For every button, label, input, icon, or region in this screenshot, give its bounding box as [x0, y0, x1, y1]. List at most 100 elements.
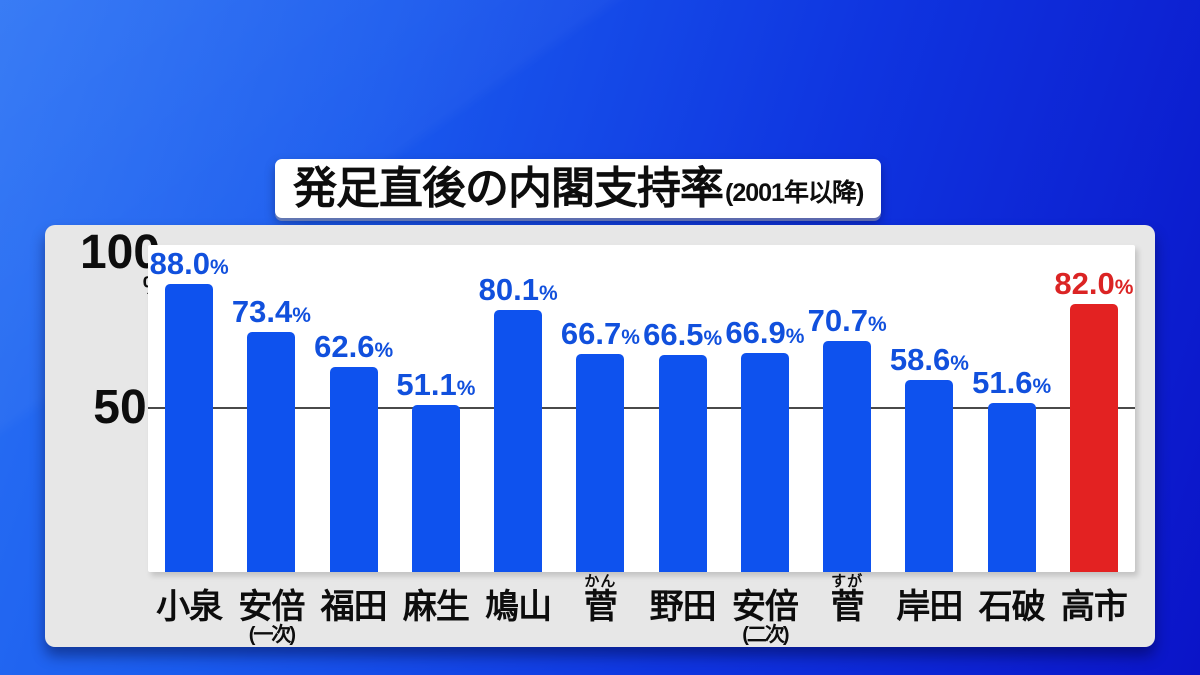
x-axis-label-cell: 石破 — [971, 572, 1053, 647]
bar — [494, 310, 543, 572]
x-axis-label-cell: かん菅 — [559, 572, 641, 647]
x-label-name: 石破 — [978, 588, 1046, 626]
bar — [740, 353, 789, 572]
x-label-name: 安倍 — [731, 588, 799, 626]
bar — [576, 354, 625, 572]
bar — [247, 332, 296, 572]
bar-column: 66.7% — [559, 245, 641, 572]
x-axis-label-cell: 麻生 — [395, 572, 477, 647]
bar-value-label: 88.0% — [150, 248, 229, 279]
y-axis-tick-50: 50 — [93, 381, 147, 434]
bar-column: 66.9% — [724, 245, 806, 572]
bar-value-number: 70.7 — [807, 303, 868, 338]
x-axis-label-cell: 安倍 (二次) — [724, 572, 806, 647]
x-axis-label-cell: 安倍 (一次) — [230, 572, 312, 647]
bar-value-number: 80.1 — [478, 272, 539, 307]
bar-value-number: 82.0 — [1054, 266, 1115, 301]
bar-value-percent-sign: % — [292, 304, 311, 327]
x-label-name: 安倍 — [238, 588, 305, 626]
x-label-note — [187, 625, 191, 646]
bar-value-label: 51.1% — [396, 369, 475, 400]
x-label-note — [434, 625, 438, 646]
bar-column: 73.4% — [230, 245, 312, 572]
bar-value-percent-sign: % — [867, 313, 887, 336]
bar-value-number: 51.6 — [972, 365, 1033, 400]
x-label-note — [845, 625, 849, 646]
x-axis-label-cell: 小泉 — [148, 572, 230, 647]
bar-value-label: 70.7% — [808, 305, 887, 336]
bar-value-label: 66.9% — [725, 317, 804, 348]
y-axis-tick-100-value: 100 — [79, 226, 161, 279]
bar-value-percent-sign: % — [703, 327, 723, 350]
x-label-note — [599, 625, 603, 646]
x-label-note — [928, 625, 932, 646]
x-axis-label-cell: すが菅 — [806, 572, 888, 647]
chart-title-note: (2001年以降) — [725, 179, 864, 207]
bar — [658, 355, 707, 572]
x-label-name: 野田 — [649, 588, 717, 626]
bar-column: 66.5% — [642, 245, 724, 572]
bars-container: 88.0% 73.4% 62.6% 51.1% 80.1% 66.7% 66.5% 66.9%… — [148, 245, 1135, 572]
bar — [905, 380, 954, 572]
x-label-furigana: かん — [584, 573, 617, 590]
gridline-50-percent — [148, 407, 1135, 409]
bar-column: 80.1% — [477, 245, 559, 572]
x-label-name: 岸田 — [896, 588, 963, 626]
bar-value-number: 58.6 — [889, 342, 951, 377]
bar-column: 51.1% — [395, 245, 477, 572]
bar-value-label: 62.6% — [314, 331, 393, 362]
bar-value-number: 51.1 — [396, 367, 457, 402]
bar-value-percent-sign: % — [374, 339, 394, 362]
bar-value-label: 66.5% — [643, 319, 722, 350]
bar-value-label: 73.4% — [232, 296, 311, 327]
x-label-furigana: すが — [831, 573, 864, 590]
bar-value-label: 82.0% — [1054, 268, 1133, 299]
x-label-name: 小泉 — [156, 588, 223, 626]
plot-area: 88.0% 73.4% 62.6% 51.1% 80.1% 66.7% 66.5% 66.9%… — [148, 245, 1135, 572]
chart-title: 発足直後の内閣支持率 — [293, 163, 724, 213]
x-axis-label-cell: 野田 — [642, 572, 724, 647]
bar — [823, 341, 872, 572]
chart-title-box: 発足直後の内閣支持率 (2001年以降) — [275, 159, 882, 218]
bar-value-label: 80.1% — [479, 274, 558, 305]
bar-column: 70.7% — [806, 245, 888, 572]
bar — [329, 367, 378, 572]
x-label-note — [1092, 625, 1096, 646]
x-axis-label-cell: 高市 — [1053, 572, 1135, 647]
bar-value-percent-sign: % — [621, 326, 640, 349]
bar-column: 62.6% — [313, 245, 395, 572]
bar-value-percent-sign: % — [456, 377, 476, 400]
bar-value-percent-sign: % — [950, 352, 969, 375]
bar-value-percent-sign: % — [1114, 276, 1134, 299]
x-label-name: 麻生 — [402, 588, 470, 626]
x-axis-label-cell: 岸田 — [888, 572, 970, 647]
bar-value-number: 66.5 — [643, 317, 704, 352]
x-label-name: 菅 — [583, 588, 618, 626]
bar-value-percent-sign: % — [538, 282, 558, 305]
bar-value-label: 51.6% — [972, 367, 1051, 398]
bar-column: 88.0% — [148, 245, 230, 572]
bar-value-number: 62.6 — [314, 329, 375, 364]
x-label-name: 高市 — [1060, 588, 1128, 626]
bar-value-percent-sign: % — [1032, 375, 1052, 398]
x-label-note — [1010, 625, 1014, 646]
x-label-note — [681, 625, 685, 646]
chart-panel: 100 % 50 88.0%73.4%62.6%51.1%80.1%66.7%6… — [45, 225, 1155, 647]
bar-value-percent-sign: % — [785, 325, 805, 348]
x-label-name: 菅 — [830, 588, 865, 626]
bar — [165, 284, 214, 572]
bar-value-number: 66.9 — [725, 315, 786, 350]
bar-value-number: 73.4 — [231, 294, 293, 329]
bar-highlighted — [1069, 304, 1118, 572]
x-axis-label-cell: 福田 — [313, 572, 395, 647]
x-label-note: (一次) — [248, 624, 296, 646]
bar-value-number: 88.0 — [149, 246, 210, 281]
bar — [411, 405, 460, 572]
bar-column: 58.6% — [888, 245, 970, 572]
bar-value-label: 58.6% — [890, 344, 969, 375]
x-label-note — [352, 625, 356, 646]
bar-column: 82.0% — [1053, 245, 1135, 572]
bar-column: 51.6% — [971, 245, 1053, 572]
x-label-note — [516, 625, 520, 646]
